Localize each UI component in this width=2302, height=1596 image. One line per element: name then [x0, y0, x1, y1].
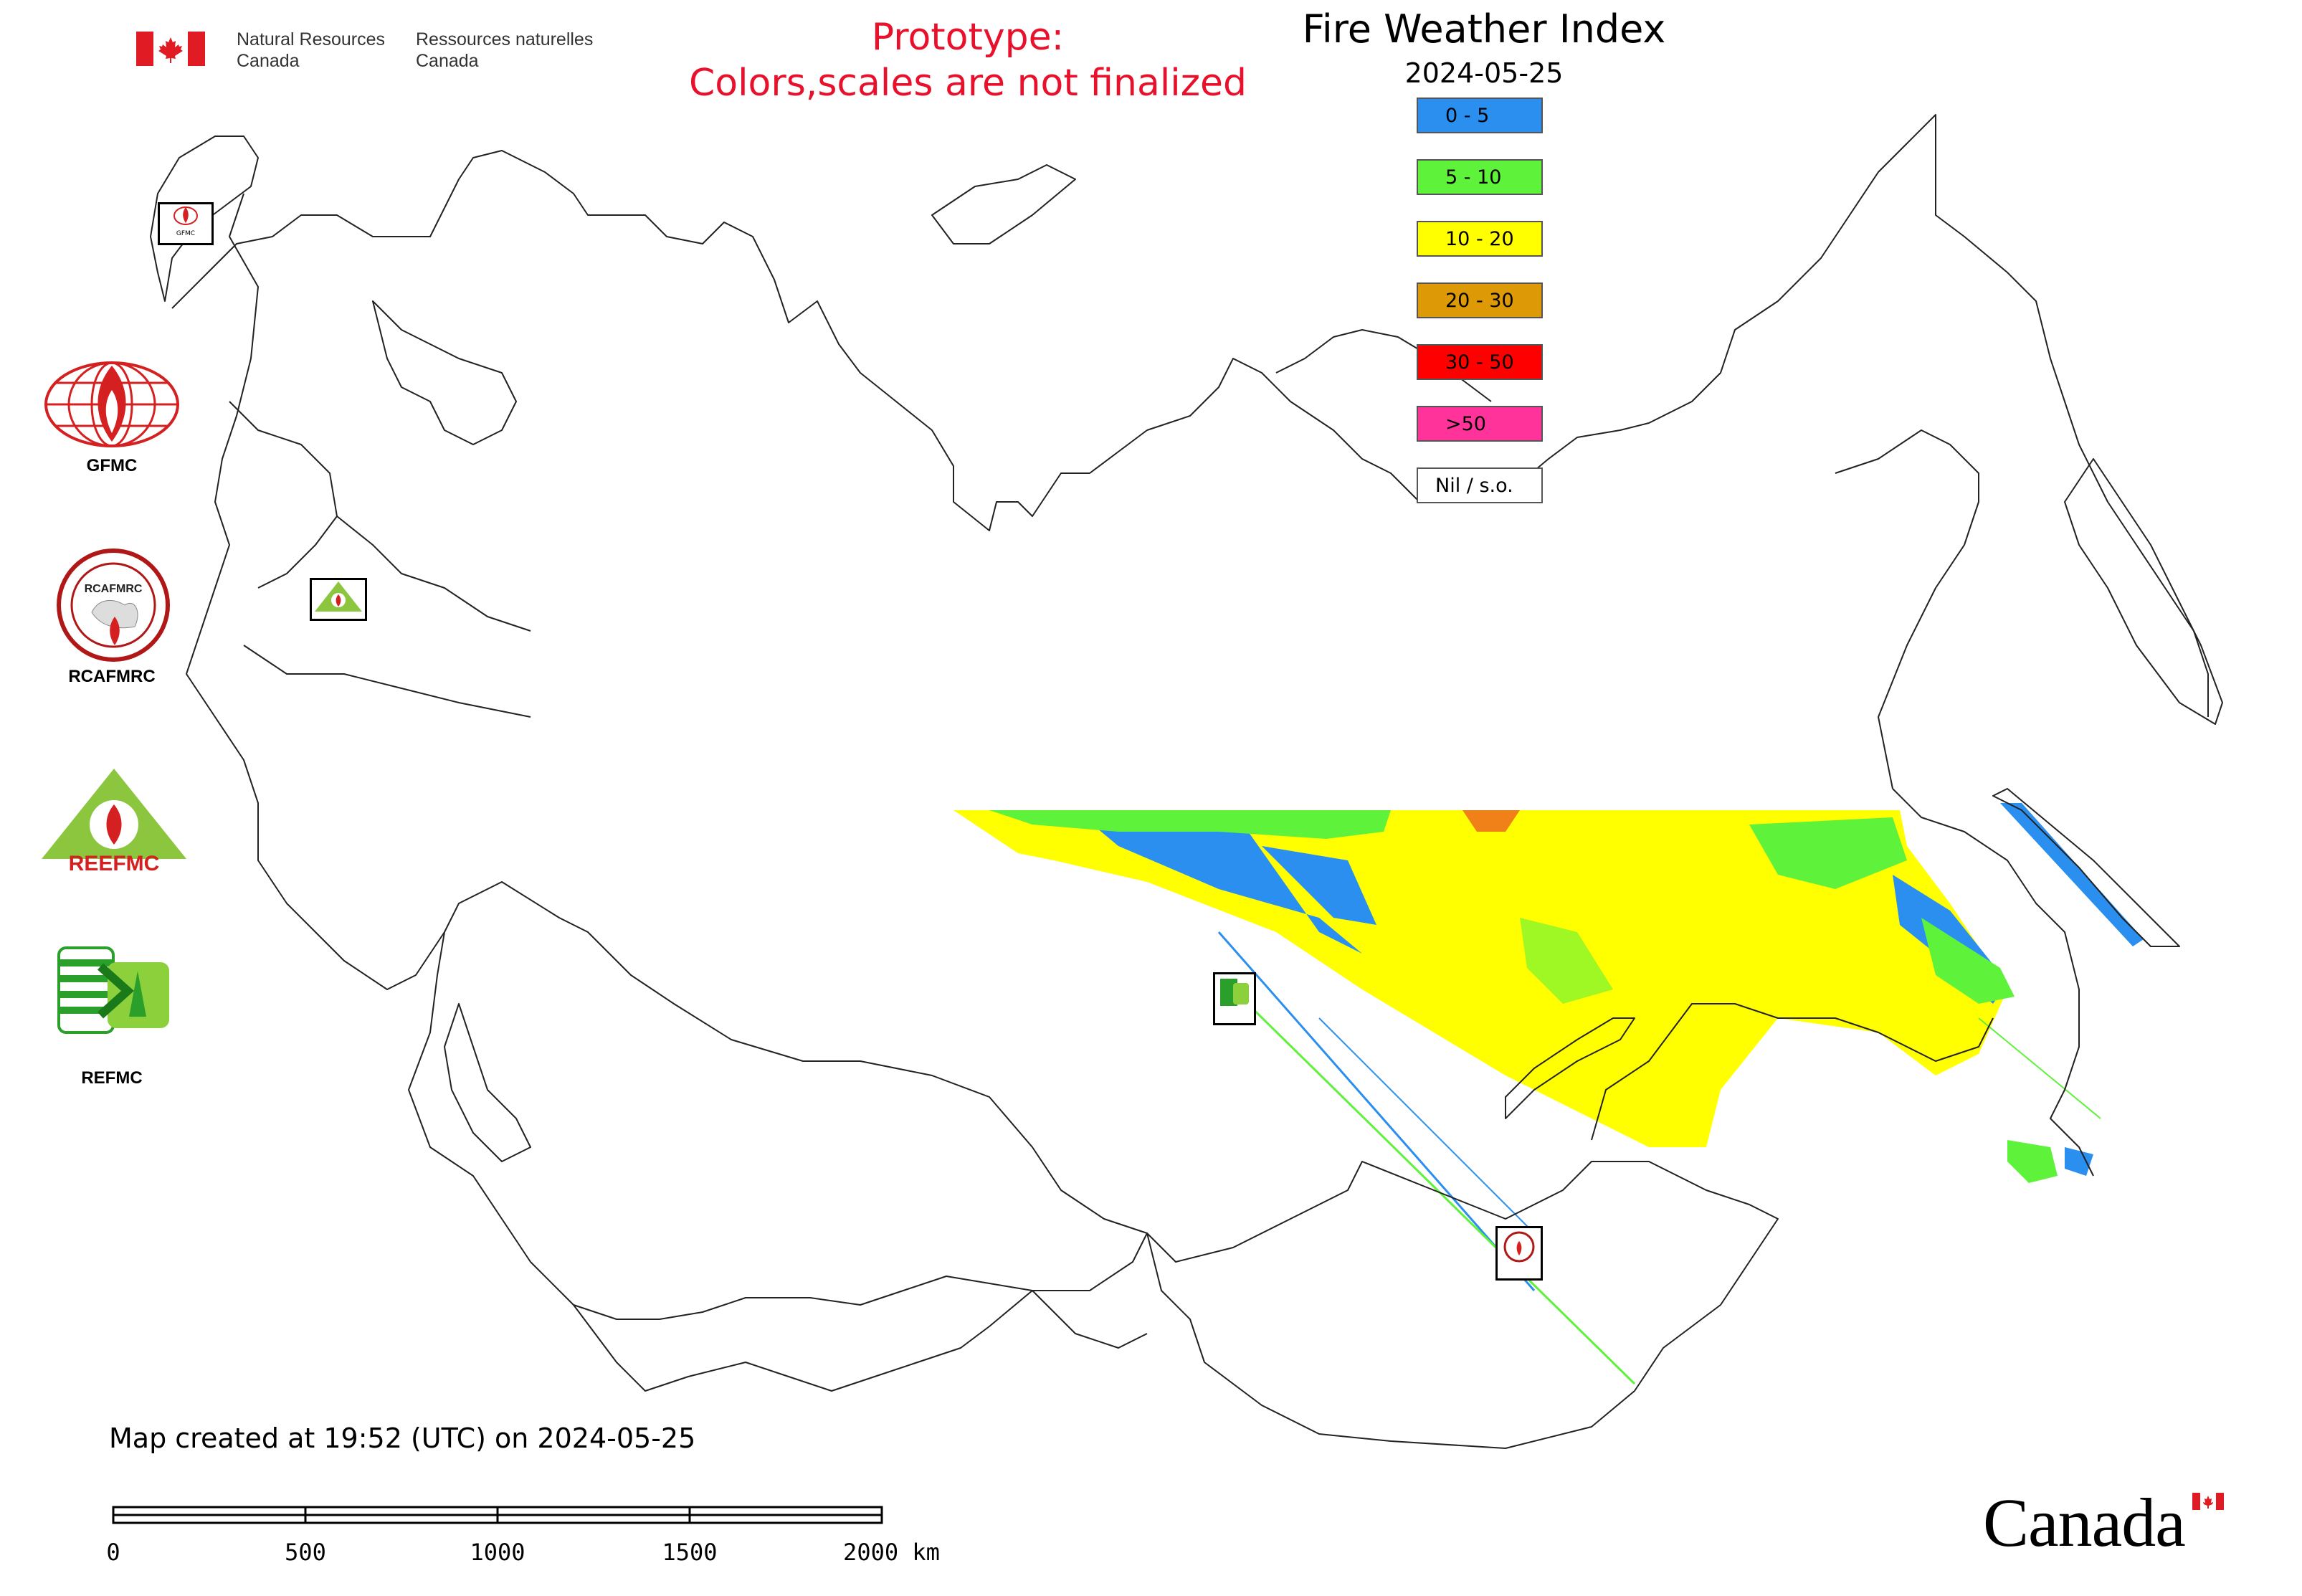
fwi-streak — [1978, 1017, 2101, 1119]
russia-east-coast — [1835, 429, 1979, 789]
legend-item-30-50: 30 - 50 — [1417, 344, 1543, 380]
refmc-map-marker — [1213, 972, 1256, 1025]
fwi-blue-band — [1075, 810, 1362, 954]
fwi-green-east — [1749, 817, 1907, 889]
refmc-caption: REFMC — [81, 1068, 143, 1088]
fwi-streak — [1318, 1017, 1535, 1234]
fwi-swath — [953, 803, 2144, 1385]
rcafmrc-emblem-icon: RCAFMRC — [57, 548, 170, 662]
canada-wordmark-flag-icon — [2192, 1493, 2224, 1510]
canada-wordmark: Canada — [1983, 1487, 2241, 1559]
legend-item-nil: Nil / s.o. — [1417, 467, 1543, 503]
kamchatka-outline — [2064, 458, 2223, 725]
rcafmrc-map-marker — [1495, 1226, 1543, 1281]
legend-item-50-plus: >50 — [1417, 406, 1543, 442]
legend-label: 5 - 10 — [1445, 166, 1502, 189]
gfmc-map-marker: GFMC — [158, 202, 214, 245]
white-sea-outline — [372, 300, 517, 445]
scale-tick-1500: 1500 — [662, 1539, 718, 1566]
fwi-green-east2 — [1921, 918, 2015, 1004]
legend-label: 30 - 50 — [1445, 351, 1514, 374]
legend-item-5-10: 5 - 10 — [1417, 159, 1543, 195]
gfmc-mini-icon — [173, 206, 198, 225]
china-border-west — [1032, 1290, 1148, 1349]
russia-west-outline — [171, 150, 1148, 531]
fwi-streak — [1217, 931, 1536, 1291]
refmc-emblem-icon — [57, 946, 169, 1034]
map-title: Fire Weather Index — [1302, 6, 1666, 52]
gfmc-mini-label: GFMC — [176, 230, 196, 237]
legend-item-0-5: 0 - 5 — [1417, 98, 1543, 133]
fwi-island-south-blue — [2065, 1147, 2093, 1176]
legend-label: 20 - 30 — [1445, 290, 1514, 312]
dept-en-line1: Natural Resources — [237, 29, 386, 49]
china-russia-border — [1591, 1003, 1994, 1141]
gfmc-caption: GFMC — [86, 456, 138, 475]
legend-item-10-20: 10 - 20 — [1417, 221, 1543, 257]
gfmc-emblem-icon — [44, 361, 179, 447]
mongolia-outline — [1146, 1161, 1779, 1449]
rcafmrc-caption: RCAFMRC — [68, 667, 156, 686]
russia-north-outline — [1146, 114, 2209, 717]
dept-fr-line1: Ressources naturelles — [416, 29, 594, 49]
department-name-en: Natural Resources Canada — [237, 29, 385, 72]
dept-en-line2: Canada — [237, 51, 300, 71]
reefmc-emblem-icon: REEFMC — [42, 769, 186, 875]
fwi-orange-patch — [1462, 810, 1520, 832]
scale-bar: 0 500 1000 1500 2000 km — [106, 1498, 968, 1570]
sakhalin-outline — [1992, 788, 2180, 947]
novaya-zemlya — [931, 164, 1076, 244]
fwi-island-south — [2007, 1140, 2058, 1183]
fwi-green-north — [989, 810, 1391, 839]
refmc-mini-icon — [1220, 979, 1249, 1006]
central-asia-outline — [573, 1290, 1033, 1392]
reefmc-map-marker — [310, 578, 367, 621]
scale-tick-1000: 1000 — [470, 1539, 525, 1566]
map-outlines — [150, 114, 2223, 1449]
legend-label: 0 - 5 — [1445, 105, 1490, 127]
legend-item-20-30: 20 - 30 — [1417, 282, 1543, 318]
fwi-sakhalin-strip — [2000, 803, 2144, 946]
legend-label: Nil / s.o. — [1435, 475, 1513, 497]
scale-tick-0: 0 — [106, 1539, 120, 1566]
map-created-note: Map created at 19:52 (UTC) on 2024-05-25 — [109, 1422, 696, 1454]
reefmc-logo-text: REEFMC — [69, 852, 160, 873]
fwi-blue-patch — [1262, 846, 1376, 925]
rcafmrc-ring-text: RCAFMRC — [85, 583, 143, 595]
canada-wordmark-text: Canada — [1983, 1484, 2186, 1561]
caspian-outline — [444, 1003, 531, 1162]
baltic-outline — [229, 401, 338, 589]
prototype-notice: Prototype: Colors,scales are not finaliz… — [645, 14, 1290, 106]
fwi-yellow-area — [953, 810, 2007, 1147]
fwi-green-mid — [1520, 918, 1613, 1004]
internal-border-2 — [243, 645, 531, 718]
rcafmrc-mini-icon — [1503, 1231, 1535, 1263]
scale-tick-500: 500 — [285, 1539, 326, 1566]
gfmc-logo — [40, 361, 184, 455]
reefmc-mini-icon — [315, 581, 362, 612]
legend-label: 10 - 20 — [1445, 228, 1514, 250]
goc-signature: Natural Resources Canada Ressources natu… — [136, 26, 624, 76]
reefmc-logo: REEFMC — [39, 766, 189, 875]
lake-baikal — [1505, 1017, 1635, 1119]
prototype-line1: Prototype: — [871, 16, 1065, 59]
internal-border-1 — [336, 516, 531, 632]
refmc-logo — [57, 945, 172, 1038]
canada-flag-icon — [136, 32, 205, 66]
west-border-outline — [186, 193, 445, 990]
okhotsk-coast — [1892, 788, 2094, 1177]
fwi-streak — [1232, 988, 1636, 1385]
kazakhstan-outline — [408, 881, 1148, 1320]
prototype-line2: Colors,scales are not finalized — [688, 62, 1247, 105]
legend-label: >50 — [1445, 413, 1486, 435]
scale-bar-graphic — [112, 1506, 883, 1524]
legend: 0 - 5 5 - 10 10 - 20 20 - 30 30 - 50 >50… — [1417, 98, 1546, 513]
dept-fr-line2: Canada — [416, 51, 479, 71]
map-date: 2024-05-25 — [1404, 57, 1564, 89]
scale-tick-2000: 2000 km — [843, 1539, 940, 1566]
department-name-fr: Ressources naturelles Canada — [416, 29, 593, 72]
rcafmrc-logo: RCAFMRC — [56, 548, 171, 662]
